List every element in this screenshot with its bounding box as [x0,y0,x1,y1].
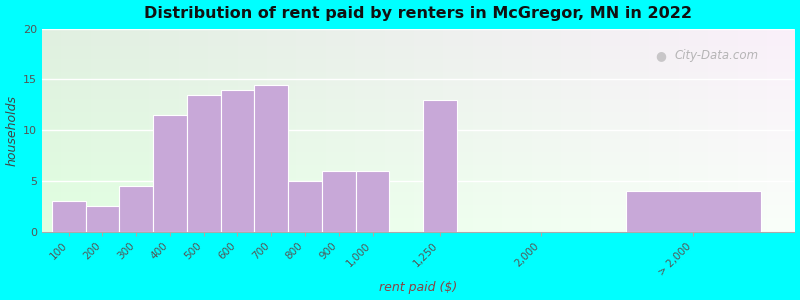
Bar [86,206,119,232]
Bar [52,201,86,232]
Y-axis label: households: households [6,95,18,166]
Bar [221,90,254,232]
Text: City-Data.com: City-Data.com [674,49,758,62]
Bar [423,100,457,232]
Bar [356,171,390,232]
Bar [153,115,187,232]
X-axis label: rent paid ($): rent paid ($) [379,281,458,294]
Bar [322,171,356,232]
Bar [626,191,761,232]
Bar [119,186,153,232]
Title: Distribution of rent paid by renters in McGregor, MN in 2022: Distribution of rent paid by renters in … [144,6,692,21]
Bar [187,95,221,232]
Bar [254,85,288,232]
Bar [288,181,322,232]
Text: ●: ● [655,49,666,62]
